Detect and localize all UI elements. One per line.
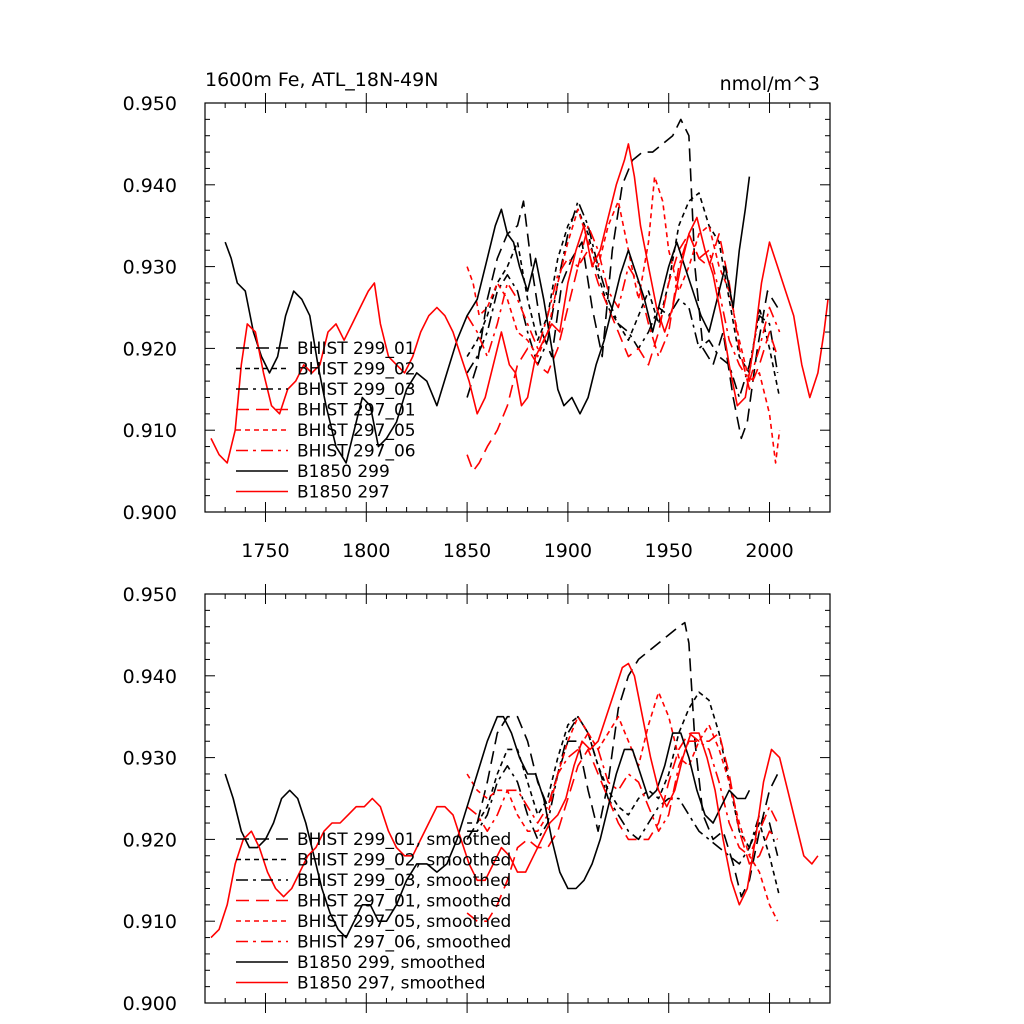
top-y-tick-label: 0.930 — [123, 257, 177, 279]
bottom-y-tick-label: 0.930 — [123, 748, 177, 770]
bottom-series-line-6 — [224, 715, 751, 939]
top-series-line-5 — [466, 224, 781, 382]
bottom-legend-label: BHIST 297_05, smoothed — [297, 912, 511, 932]
bottom-series-line-0 — [466, 621, 779, 898]
top-y-tick-label: 0.950 — [123, 93, 177, 115]
top-y-tick-label: 0.910 — [123, 420, 177, 442]
bottom-plot-frame — [204, 593, 831, 1004]
bottom-legend-label: B1850 299, smoothed — [297, 953, 486, 973]
bottom-legend-label: B1850 297, smoothed — [297, 974, 486, 994]
top-y-tick-label: 0.920 — [123, 338, 177, 360]
top-axis-ticks: 1750 1800 1850 1900 1950 2000 0.900 0.910 0.920 0… — [123, 93, 831, 562]
bottom-legend-label: BHIST 299_03, smoothed — [297, 871, 511, 891]
top-panel-title: 1600m Fe, ATL_18N-49N — [205, 69, 438, 91]
bottom-y-tick-label: 0.950 — [123, 584, 177, 606]
bottom-series-line-1 — [467, 691, 781, 897]
bottom-panel: 0.900 0.910 0.920 0.930 0.940 0.950 BHIST 299_… — [123, 584, 831, 1015]
bottom-y-tick-label: 0.920 — [123, 829, 177, 851]
bottom-series-line-3 — [466, 732, 779, 922]
top-series-line-2 — [466, 200, 779, 399]
bottom-legend-label: BHIST 297_06, smoothed — [297, 933, 511, 953]
bottom-axis-ticks: 0.900 0.910 0.920 0.930 0.940 0.950 — [123, 584, 831, 1015]
top-y-tick-label: 0.900 — [123, 502, 177, 524]
top-series-line-1 — [466, 192, 781, 398]
top-plot-frame — [204, 102, 831, 513]
bottom-series-lines — [210, 621, 819, 939]
top-x-tick-label: 2000 — [745, 540, 793, 562]
top-x-tick-label: 1800 — [342, 540, 390, 562]
top-legend-label: BHIST 297_06 — [297, 442, 416, 462]
top-plot-layer: 1750 1800 1850 1900 1950 2000 0.900 0.910 0.920 0… — [123, 93, 831, 562]
bottom-y-tick-label: 0.910 — [123, 911, 177, 933]
top-y-tick-label: 0.940 — [123, 175, 177, 197]
top-panel-units: nmol/m^3 — [720, 73, 820, 95]
top-series-line-7 — [210, 143, 829, 464]
bottom-y-tick-label: 0.900 — [123, 993, 177, 1015]
top-legend-label: BHIST 299_01 — [297, 339, 416, 359]
top-legend-label: BHIST 297_05 — [297, 421, 416, 441]
top-legend-label: BHIST 299_03 — [297, 380, 416, 400]
bottom-plot-layer: 0.900 0.910 0.920 0.930 0.940 0.950 BHIST 299_… — [123, 584, 831, 1015]
top-x-tick-label: 1750 — [241, 540, 289, 562]
top-x-tick-label: 1950 — [645, 540, 693, 562]
top-legend-label: B1850 297 — [297, 483, 390, 503]
top-legend-label: BHIST 299_02 — [297, 360, 416, 380]
top-panel: 1600m Fe, ATL_18N-49N nmol/m^3 1750 1800 1… — [123, 69, 831, 562]
bottom-legend-label: BHIST 299_01, smoothed — [297, 830, 511, 850]
bottom-legend-label: BHIST 297_01, smoothed — [297, 892, 511, 912]
top-legend-label: B1850 299 — [297, 462, 390, 482]
top-legend-label: BHIST 297_01 — [297, 401, 416, 421]
bottom-legend-label: BHIST 299_02, smoothed — [297, 851, 511, 871]
bottom-series-line-2 — [467, 715, 779, 865]
top-x-tick-label: 1900 — [544, 540, 592, 562]
bottom-series-line-4 — [466, 691, 779, 922]
top-series-lines — [210, 118, 829, 472]
bottom-series-line-7 — [210, 662, 819, 939]
bottom-series-line-5 — [466, 732, 779, 857]
top-series-line-6 — [224, 176, 751, 464]
top-x-tick-label: 1850 — [443, 540, 491, 562]
bottom-y-tick-label: 0.940 — [123, 666, 177, 688]
